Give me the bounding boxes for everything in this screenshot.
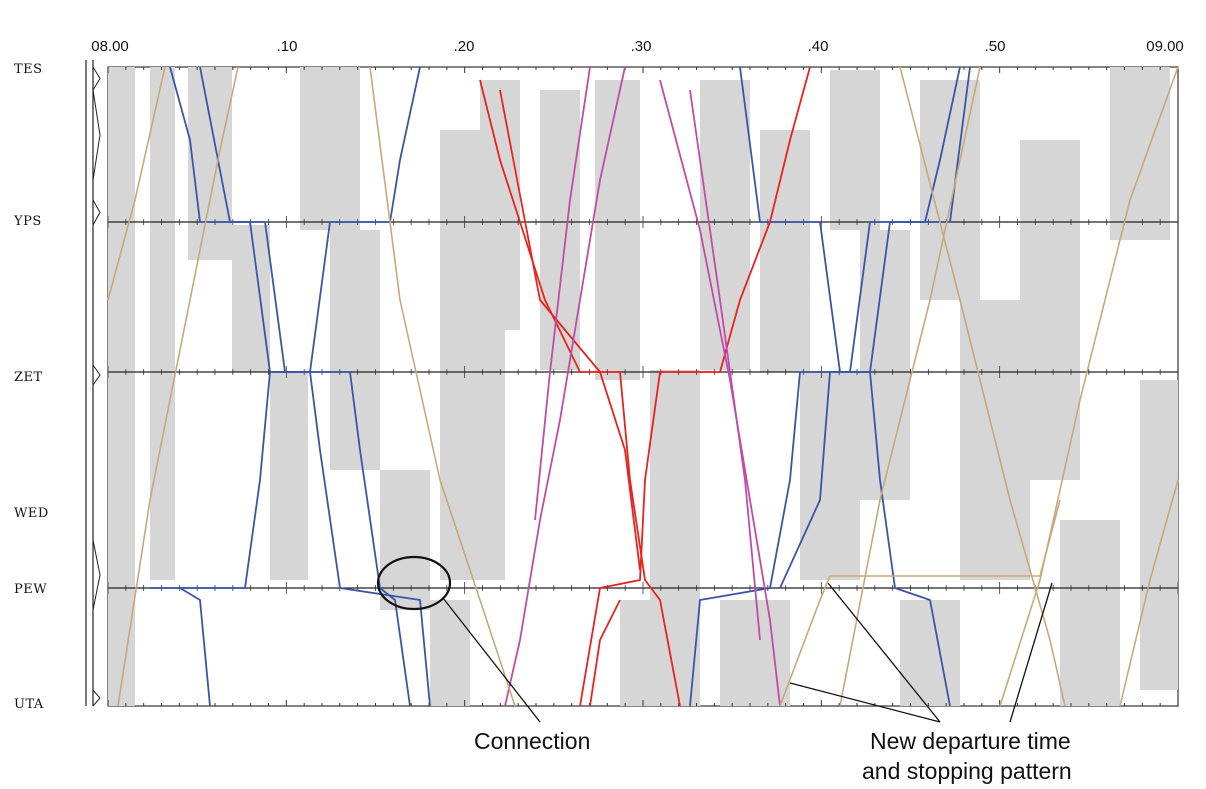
connection-annotation: Connection [474,728,591,754]
track-schematic-loop-1 [92,66,101,91]
departure-arrow-2 [827,582,941,723]
buffer-region-21 [860,230,910,500]
buffer-region-1 [108,67,135,706]
new-departure-annotation-line2: and stopping pattern [862,758,1072,784]
buffer-region-3 [188,67,232,260]
tan-train-path-7 [899,66,1066,707]
time-label-10: .10 [276,38,298,55]
connection-pointer-line [442,597,541,723]
buffer-region-19 [800,372,860,580]
connection-highlight-ellipse [376,555,452,611]
buffer-region-17 [720,600,790,706]
blue-train-path-2 [150,587,211,707]
track-schematic-loop-4 [92,364,101,386]
station-label-pew: PEW [14,582,48,597]
track-schematic-loop-6 [92,689,101,707]
departure-arrow-1 [789,682,941,723]
magenta-train-path-3 [534,66,591,521]
buffer-region-7 [330,230,380,470]
buffer-region-13 [595,80,640,380]
buffer-region-28 [1140,380,1178,690]
buffer-region-25 [1020,140,1080,480]
magenta-train-path-4 [689,89,761,641]
station-label-wed: WED [14,506,49,521]
tan-train-path-2 [117,66,239,707]
buffer-region-16 [700,80,750,370]
track-schematic-loop-2 [92,89,101,181]
tan-train-path-8 [1119,479,1179,707]
buffer-region-5 [270,372,308,580]
buffer-region-2 [150,67,175,580]
new-departure-annotation-line1: New departure time [870,728,1071,754]
buffer-region-4 [232,225,270,372]
buffer-region-20 [830,70,880,230]
buffer-region-15 [620,600,700,706]
time-label-20: .20 [453,38,475,55]
magenta-train-path-1 [504,66,626,707]
tan-train-path-6 [999,66,1179,707]
red-train-path-4 [589,599,621,707]
buffer-region-9 [430,600,470,706]
buffer-region-6 [300,67,360,230]
blue-train-path-3 [199,66,411,707]
blue-train-path-4 [180,66,421,589]
time-label-0800: 08.00 [91,38,129,55]
track-schematic-loop-3 [92,199,101,226]
time-label-30: .30 [630,38,652,55]
tan-train-path-5 [839,66,981,707]
station-label-zet: ZET [14,370,43,385]
buffer-region-11 [480,80,520,330]
time-label-0900: 09.00 [1146,38,1184,55]
buffer-region-12 [540,90,580,370]
time-label-50: .50 [984,38,1006,55]
buffer-region-22 [900,600,960,706]
red-train-path-2 [579,66,811,707]
tan-train-path-1 [107,66,166,301]
tan-train-path-3 [369,66,516,707]
buffer-region-18 [760,130,810,372]
blue-train-path-7 [779,66,971,589]
departure-arrow-3 [1009,582,1053,723]
buffer-region-27 [1110,67,1170,240]
station-label-tes: TES [14,62,43,77]
station-label-yps: YPS [14,214,42,229]
red-train-path-3 [499,89,641,571]
station-label-uta: UTA [14,697,44,712]
time-label-40: .40 [807,38,829,55]
buffer-region-8 [380,470,430,610]
buffer-region-26 [1060,520,1120,706]
track-schematic-loop-5 [92,539,101,611]
